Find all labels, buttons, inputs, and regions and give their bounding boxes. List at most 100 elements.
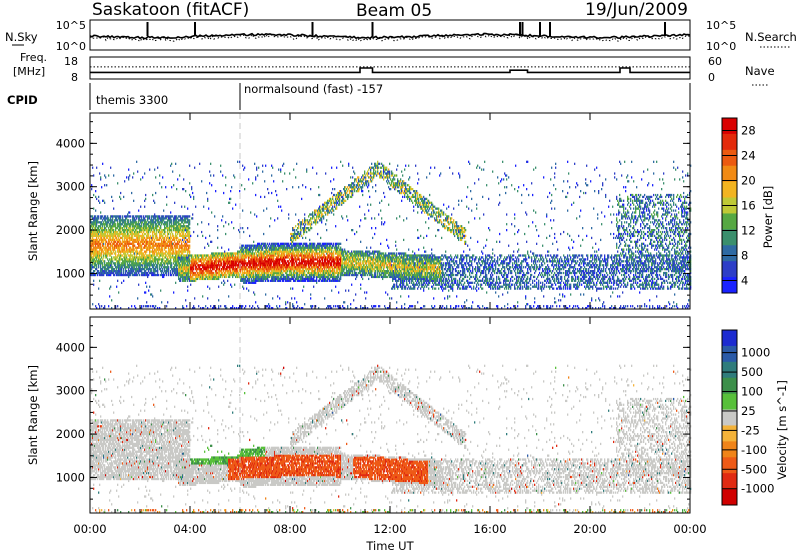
power-cell [174,244,176,247]
power-cell [129,234,131,238]
power-cell [191,277,193,281]
power-cell [185,254,187,257]
power-cell [178,262,180,265]
power-cell [120,229,122,232]
power-cell [118,268,120,271]
power-cell [211,275,213,279]
power-cell [130,232,132,236]
power-cell [114,215,116,218]
power-cell [202,295,204,298]
power-cell [97,254,99,257]
power-cell [125,258,127,261]
power-cell [180,268,182,271]
power-cell [93,273,95,277]
power-cell [104,217,106,220]
power-cell [176,254,178,257]
power-cell [138,270,140,273]
power-cell [189,240,191,243]
power-cell [96,258,98,261]
power-cell [257,174,259,177]
power-cell [200,273,202,277]
power-cell [160,236,162,240]
power-cell [170,244,172,247]
power-cell [90,268,92,271]
power-cell [180,219,182,222]
power-cell [111,230,113,234]
power-cell [242,227,244,230]
power-cell [191,188,193,191]
power-cell [188,250,190,253]
power-cell [180,229,182,232]
power-cell [184,221,186,224]
power-cell [173,229,175,232]
power-cell [105,240,107,243]
power-cell [100,217,102,220]
power-cell [188,260,190,263]
power-cell [249,305,251,308]
power-cell [210,266,212,269]
power-cell [190,254,192,257]
power-cell [210,174,212,177]
power-cell [162,240,164,243]
power-cell [202,273,204,277]
power-cell [103,229,105,232]
power-cell [189,271,191,275]
power-cell [187,277,189,281]
power-cell [183,256,185,259]
power-cell [170,217,172,220]
power-cell [107,232,109,236]
power-cell [120,191,122,195]
power-cell [133,252,135,255]
power-cell [271,191,273,195]
power-cell [96,236,98,240]
power-cell [208,268,210,271]
power-cell [96,307,98,310]
power-cell [195,268,197,271]
power-cell [105,254,107,257]
power-cell [137,234,139,238]
power-cell [132,244,134,247]
power-cell [117,254,119,257]
power-cell [188,229,190,232]
power-cell [162,229,164,232]
power-cell [99,201,101,204]
power-cell [100,238,102,242]
power-cell [130,230,132,234]
power-cell [243,230,245,234]
power-cell [181,230,183,234]
power-cell [199,270,201,273]
power-cell [189,244,191,247]
power-cell [155,273,157,277]
power-cell [96,256,98,259]
power-cell [140,230,142,234]
power-cell [97,244,99,247]
power-cell [263,209,265,212]
power-cell [177,232,179,236]
power-cell [178,225,180,228]
power-cell [245,305,247,308]
power-cell [134,221,136,224]
power-cell [122,248,124,251]
power-cell [135,264,137,267]
power-cell [107,268,109,271]
power-cell [157,270,159,273]
power-cell [164,268,166,271]
power-cell [107,254,109,257]
power-cell [147,219,149,222]
power-cell [148,225,150,228]
power-cell [107,258,109,261]
power-cell [141,258,143,261]
power-cell [276,193,278,197]
power-cell [298,230,300,234]
power-cell [218,285,220,288]
power-cell [154,215,156,218]
power-cell [117,279,119,282]
power-cell [175,270,177,273]
power-cell [152,258,154,261]
noise-left-label: N.Sky [5,30,38,44]
power-cell [179,254,181,257]
power-cell [107,264,109,267]
power-cell [171,162,173,165]
power-cell [176,230,178,234]
power-cell [145,266,147,269]
